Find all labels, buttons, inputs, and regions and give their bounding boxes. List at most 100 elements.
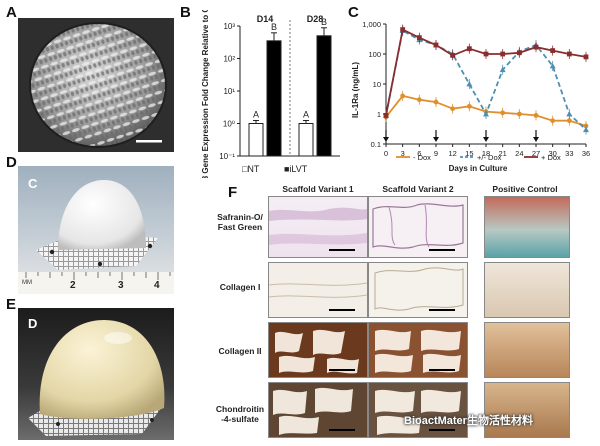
chart-c-xtick-label: 9: [434, 149, 438, 158]
chart-c-point: [533, 44, 539, 50]
ruler-number-4: 4: [154, 280, 160, 291]
scaffold-dome-drawing: [18, 180, 174, 294]
chart-b-significance-letter: B: [271, 22, 277, 32]
chart-b-group-label: D14: [257, 14, 274, 24]
chart-b-bar-nt: [298, 123, 314, 157]
chart-c-legend-label: +/- Dox: [477, 153, 502, 162]
scale-bar: [329, 309, 355, 311]
chart-b-ytick-label: 10¹: [223, 87, 235, 96]
col-title-positive-control: Positive Control: [492, 184, 558, 194]
chart-c-point: [433, 42, 439, 48]
panel-label-b: B: [180, 4, 191, 21]
chart-c-point: [500, 110, 506, 116]
scale-bar: [429, 369, 455, 371]
histology-drawing: [374, 267, 464, 311]
scale-bar: [429, 309, 455, 311]
chart-c-xtick-label: 15: [465, 149, 473, 158]
ruler-number-2: 2: [70, 280, 76, 291]
histology-drawing: [273, 387, 353, 435]
chart-c-xtick-label: 30: [548, 149, 556, 158]
chart-c-xtick-label: 3: [401, 149, 405, 158]
scale-bar: [136, 140, 162, 143]
panel-label-f: F: [228, 184, 238, 201]
histology-drawing: [269, 282, 367, 298]
panel-label-c: C: [348, 4, 359, 21]
histology-drawing: [375, 389, 461, 435]
histology-control-collagen2: [484, 322, 570, 378]
scale-bar: [429, 429, 455, 431]
chart-c-point: [516, 50, 522, 56]
chart-c-point: [450, 106, 456, 112]
sem-scaffold-image: [18, 18, 174, 152]
chart-c-xtick-label: 21: [498, 149, 506, 158]
inset-label-d: C: [28, 176, 38, 191]
histology-variant2-collagen2: [368, 322, 468, 378]
chart-c-point: [500, 51, 506, 57]
chart-b-ytick-label: 10⁰: [223, 120, 235, 129]
panel-label-a: A: [6, 4, 17, 21]
chart-c-legend-label: - Dox: [413, 153, 431, 162]
chart-c-xtick-label: 24: [515, 149, 523, 158]
chart-c-xtick-label: 6: [417, 149, 421, 158]
chart-c-point: [516, 111, 522, 117]
histology-variant1-collagen2: [268, 322, 368, 378]
panel-label-d: D: [6, 154, 17, 171]
chart-c-ytick-label: 1,000: [362, 20, 381, 29]
histology-control-safranin: [484, 196, 570, 258]
histology-control-chondroitin: [484, 382, 570, 438]
hydrogel-dome-photo: D: [18, 308, 174, 440]
scale-bar: [329, 249, 355, 251]
chart-c-point: [466, 103, 472, 109]
chart-b-ytick-label: 10³: [223, 22, 235, 31]
chart-b-ytick-label: 10⁻¹: [219, 152, 235, 161]
chart-c-ytick-label: 100: [368, 50, 381, 59]
chart-c-point: [533, 112, 539, 118]
chart-c-dosing-arrowhead: [433, 137, 439, 142]
chart-c-point: [549, 62, 556, 69]
panel-label-e: E: [6, 296, 17, 313]
row-label-safranin: Safranin-O/ Fast Green: [217, 212, 263, 232]
chart-c-ylabel: IL-1Ra (ng/mL): [351, 62, 360, 118]
chart-c-point: [566, 118, 572, 124]
chart-b-bar-ilvt: [316, 35, 332, 157]
row-label-collagen2: Collagen II: [218, 346, 262, 356]
histology-variant1-safranin: [268, 196, 368, 258]
histology-variant2-collagen1: [368, 262, 468, 318]
chart-c-ytick-label: 0.1: [371, 140, 381, 149]
chart-c-point: [566, 51, 572, 57]
chart-c-point: [466, 81, 473, 87]
chart-b-ylabel: TGF-β3 Gene Expression Fold Change Relat…: [201, 10, 210, 178]
chart-c-xtick-label: 0: [384, 149, 388, 158]
chart-c-legend-label: + Dox: [541, 153, 561, 162]
chart-c-dosing-arrowhead: [533, 137, 539, 142]
chart-c-svg: IL-1Ra (ng/mL) Days in Culture 0.1 1 10 100…: [351, 20, 590, 173]
chart-c-series-line: [385, 28, 587, 116]
chart-c-point: [483, 51, 489, 57]
chart-c-point: [416, 35, 422, 41]
chart-c-point: [550, 118, 556, 124]
histology-variant2-chondroitin: [368, 382, 468, 438]
chart-c-ytick-label: 10: [373, 80, 381, 89]
histology-control-collagen1: [484, 262, 570, 318]
chart-c-xtick-label: 27: [532, 149, 540, 158]
histology-drawing: [269, 207, 367, 245]
chart-b-significance-letter: A: [303, 110, 309, 120]
chart-b-significance-letter: A: [253, 110, 259, 120]
scale-bar: [329, 429, 355, 431]
chart-c-point: [383, 112, 389, 118]
sem-scaffold-drawing: [18, 18, 174, 152]
watermark-text: BioactMater生物活性材料: [404, 415, 533, 427]
chart-c-xlabel: Days in Culture: [449, 164, 508, 173]
chart-c-dosing-arrowhead: [383, 137, 389, 142]
chart-c-point: [550, 48, 556, 53]
chart-b-bar-nt: [248, 123, 264, 157]
ruler-number-3: 3: [118, 280, 124, 291]
chart-c-point: [416, 97, 422, 103]
chart-b-ytick-label: 10²: [223, 55, 235, 64]
histology-variant2-safranin: [368, 196, 468, 258]
chart-c-point: [400, 93, 406, 99]
histology-variant1-chondroitin: [268, 382, 368, 438]
row-label-collagen1: Collagen I: [219, 282, 261, 292]
histology-variant1-collagen1: [268, 262, 368, 318]
chart-c-point: [433, 99, 439, 105]
